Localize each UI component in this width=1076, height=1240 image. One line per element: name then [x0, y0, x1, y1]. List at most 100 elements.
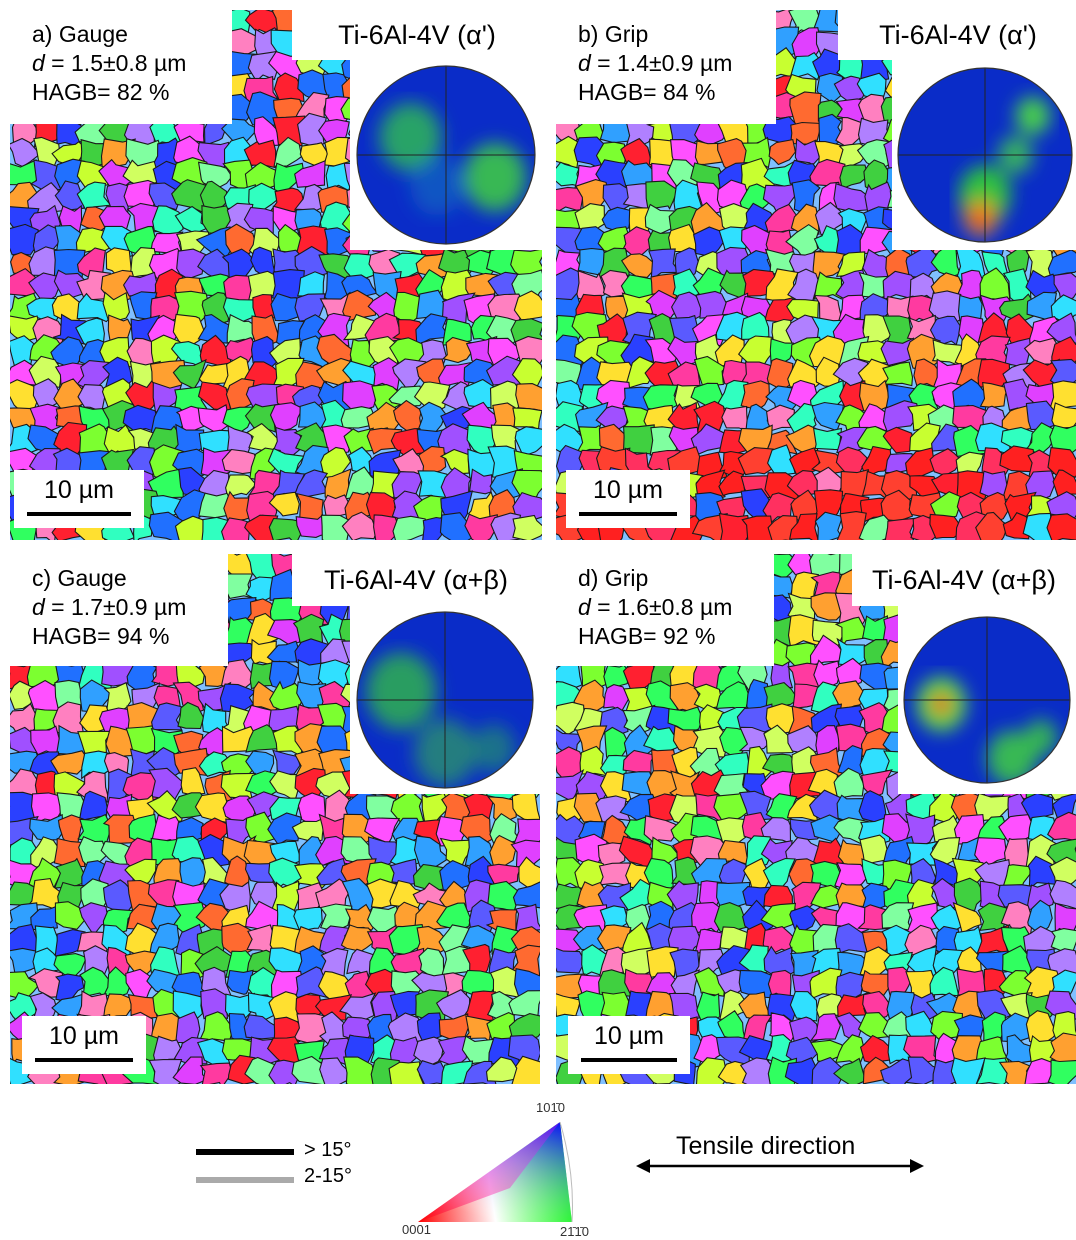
- grain: [512, 514, 542, 540]
- grain: [952, 901, 982, 934]
- grain: [29, 992, 57, 1023]
- grain: [10, 137, 41, 168]
- grain: [364, 817, 401, 844]
- grain: [437, 1035, 472, 1068]
- grain: [667, 706, 703, 735]
- scale-bar-d: 10 µm: [568, 1016, 690, 1074]
- grain: [859, 946, 892, 979]
- grain: [788, 51, 825, 81]
- grain: [124, 950, 160, 978]
- grain: [514, 903, 540, 935]
- grain: [152, 205, 184, 238]
- grain: [1053, 272, 1076, 304]
- grain: [464, 513, 498, 540]
- grain: [741, 515, 773, 540]
- grain: [574, 203, 606, 235]
- grain: [833, 767, 865, 799]
- grain: [814, 201, 845, 236]
- grain: [291, 1055, 328, 1084]
- grain: [102, 291, 130, 323]
- grain: [768, 138, 796, 166]
- grain: [10, 971, 40, 1001]
- grain: [1049, 879, 1076, 910]
- grain: [929, 513, 965, 540]
- grain: [148, 182, 180, 214]
- grain: [174, 515, 210, 540]
- grain-size: = 1.5±0.8 µm: [44, 50, 187, 76]
- grain: [693, 355, 727, 390]
- grain: [815, 725, 841, 758]
- grain: [10, 223, 39, 256]
- scale-bar-c: 10 µm: [22, 1016, 146, 1074]
- grain: [319, 925, 352, 956]
- material-title-c: Ti-6Al-4V (α+β): [292, 554, 540, 606]
- grain: [861, 445, 892, 478]
- grain: [766, 444, 796, 475]
- grain: [486, 796, 522, 825]
- pole-density-spot: [463, 142, 527, 212]
- grain: [767, 515, 798, 540]
- grain: [556, 768, 585, 803]
- grain: [882, 426, 914, 454]
- tensile-direction-arrow: [636, 1159, 924, 1173]
- grain: [763, 724, 796, 754]
- grain: [293, 906, 323, 932]
- pole-density-spot: [471, 724, 516, 773]
- grain: [320, 514, 352, 540]
- grain: [148, 922, 181, 957]
- hagb-value: HAGB= 92 %: [578, 623, 716, 649]
- grain: [124, 858, 157, 887]
- grain: [50, 750, 91, 781]
- grain: [54, 973, 85, 1003]
- grain: [102, 993, 135, 1021]
- scale-line: [579, 512, 677, 516]
- grain: [979, 381, 1009, 408]
- ebsd-panel-d: d) Grip d = 1.6±0.8 µm HAGB= 92 % Ti-6Al…: [556, 554, 1076, 1084]
- d-symbol: d: [32, 50, 45, 76]
- pole-figure-c: [356, 611, 534, 789]
- grain: [77, 730, 113, 759]
- grain: [53, 953, 88, 981]
- grain: [643, 725, 682, 754]
- grain: [784, 1056, 821, 1084]
- grain: [763, 681, 799, 709]
- grain: [975, 511, 1009, 540]
- ebsd-panel-a: a) Gauge d = 1.5±0.8 µm HAGB= 82 % Ti-6A…: [10, 10, 542, 540]
- grain: [245, 612, 279, 648]
- scale-bar-b: 10 µm: [566, 470, 690, 528]
- grain: [266, 619, 305, 646]
- d-symbol: d: [578, 594, 591, 620]
- grain-size: = 1.4±0.9 µm: [590, 50, 733, 76]
- grain: [125, 968, 154, 1003]
- grain: [439, 837, 474, 871]
- grain: [320, 446, 352, 482]
- grain: [172, 313, 206, 350]
- grain: [294, 293, 326, 322]
- grain: [342, 380, 376, 412]
- grain: [668, 992, 700, 1023]
- panel-info-a: a) Gauge d = 1.5±0.8 µm HAGB= 82 %: [10, 10, 232, 124]
- scale-bar-a: 10 µm: [14, 470, 144, 528]
- grain: [515, 383, 542, 412]
- grain: [10, 315, 42, 343]
- grain: [762, 857, 796, 892]
- grain: [953, 877, 986, 912]
- grain: [603, 664, 630, 689]
- grain: [512, 881, 540, 909]
- scale-line: [35, 1058, 133, 1062]
- grain: [651, 836, 680, 867]
- grain: [54, 180, 85, 211]
- grain: [221, 248, 257, 283]
- ipf-label-right: 21̄1̄0: [560, 1224, 589, 1239]
- material-title-b: Ti-6Al-4V (α'): [838, 10, 1076, 60]
- scale-label: 10 µm: [593, 476, 663, 504]
- grain: [835, 971, 866, 1001]
- grain: [436, 902, 472, 931]
- grain: [975, 950, 1009, 974]
- grain: [737, 447, 775, 476]
- grain: [442, 318, 472, 346]
- grain: [268, 491, 300, 517]
- grain: [887, 966, 914, 999]
- grain: [1046, 312, 1076, 344]
- grain: [718, 512, 752, 540]
